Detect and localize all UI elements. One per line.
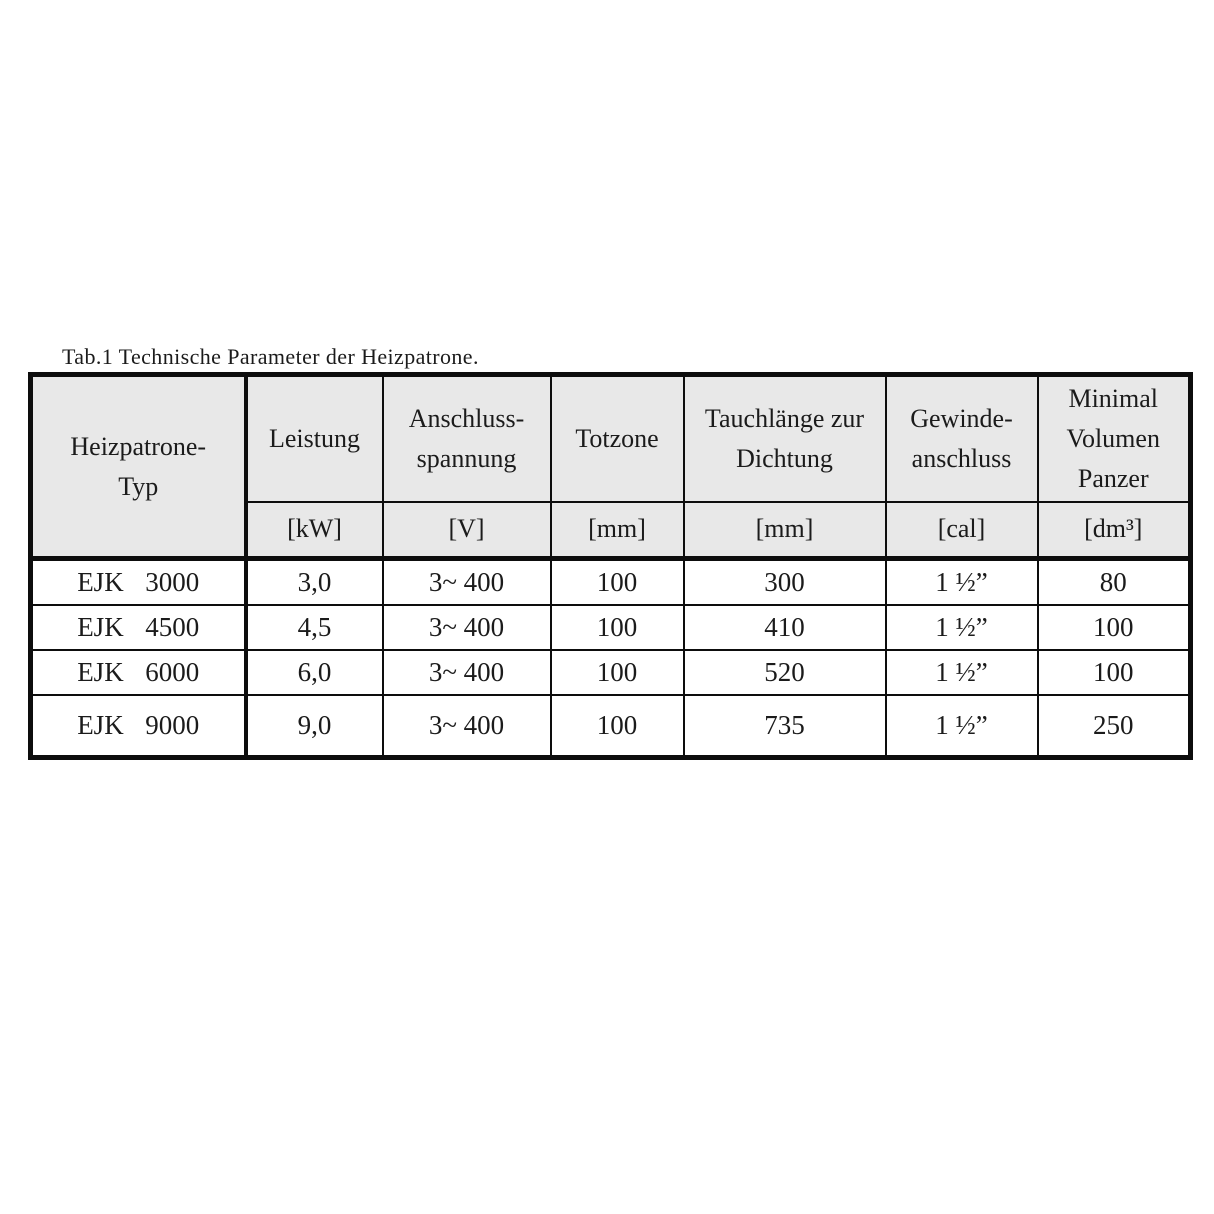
table-cell: 1 ½” [884,693,1039,759]
table-cell: EJK 4500 [29,603,248,651]
table-cell: 735 [682,693,887,759]
table-row-ejk-4500: EJK 4500 4,5 3~ 400 100 410 1 ½” 100 [29,603,1192,651]
table-cell: 1 ½” [884,603,1039,651]
table-caption: Tab.1 Technische Parameter der Heizpatro… [62,344,479,369]
table-cell: 100 [549,603,685,651]
column-header-tauchlaenge: Tauchlänge zur Dichtung [682,373,887,503]
table-row-ejk-9000: EJK 9000 9,0 3~ 400 100 735 1 ½” 250 [29,693,1192,759]
table-cell: 3~ 400 [381,648,552,696]
table-header: Heizpatrone- Typ Leistung Anschluss- spa… [29,373,1192,561]
table-cell: 3~ 400 [381,603,552,651]
table-row-ejk-3000: EJK 3000 3,0 3~ 400 100 300 1 ½” 80 [29,557,1192,606]
column-header-leistung: Leistung [244,373,384,503]
column-header-totzone: Totzone [549,373,685,503]
column-header-anschlussspannung: Anschluss- spannung [381,373,552,503]
table-cell: 300 [682,557,887,606]
unit-v: [V] [381,500,552,561]
table-cell: 100 [549,693,685,759]
unit-mm-tauchlaenge: [mm] [682,500,887,561]
table-cell: 250 [1036,693,1192,759]
table-cell: 4,5 [244,603,384,651]
table-cell: EJK 3000 [29,557,248,606]
table-cell: 3~ 400 [381,693,552,759]
table-cell: 100 [1036,648,1192,696]
table-body: EJK 3000 3,0 3~ 400 100 300 1 ½” 80 EJK … [29,557,1192,759]
table-cell: 3,0 [244,557,384,606]
table-cell: 100 [1036,603,1192,651]
table-cell: 3~ 400 [381,557,552,606]
unit-mm-totzone: [mm] [549,500,685,561]
table-row-ejk-6000: EJK 6000 6,0 3~ 400 100 520 1 ½” 100 [29,648,1192,696]
table-cell: 9,0 [244,693,384,759]
table-cell: 1 ½” [884,648,1039,696]
column-header-minimal-volumen: Minimal Volumen Panzer [1036,373,1192,503]
column-header-gewindeanschluss: Gewinde- anschluss [884,373,1039,503]
column-header-heizpatrone-typ: Heizpatrone- Typ [29,373,248,561]
table-cell: 100 [549,557,685,606]
table-cell: 100 [549,648,685,696]
table-cell: 80 [1036,557,1192,606]
parameters-table: Heizpatrone- Typ Leistung Anschluss- spa… [28,372,1193,760]
header-units-row: [kW] [V] [mm] [mm] [cal] [dm³] [31,500,1192,561]
table-cell: 6,0 [244,648,384,696]
table-cell: EJK 9000 [29,693,248,759]
table-cell: EJK 6000 [29,648,248,696]
table-cell: 520 [682,648,887,696]
unit-cal: [cal] [884,500,1039,561]
unit-kw: [kW] [244,500,384,561]
unit-dm3: [dm³] [1036,500,1192,561]
header-name-row: Heizpatrone- Typ Leistung Anschluss- spa… [29,373,1192,561]
table-cell: 410 [682,603,887,651]
table-cell: 1 ½” [884,557,1039,606]
